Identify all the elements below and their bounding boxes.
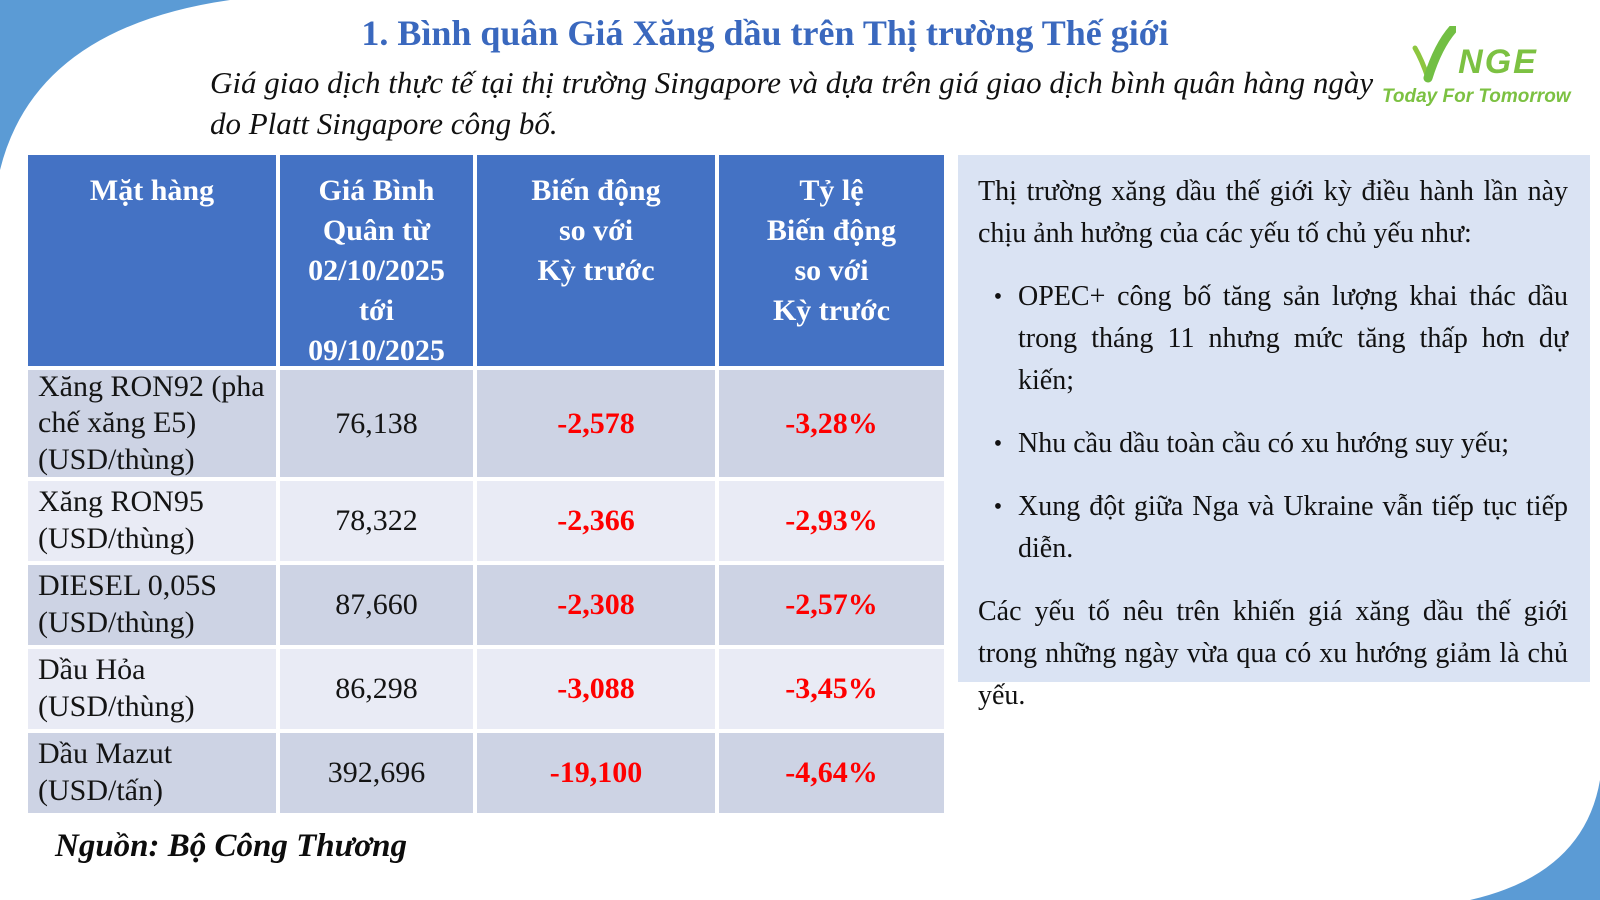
table-cell-change-pct: -2,93%: [719, 481, 944, 561]
page-title: 1. Bình quân Giá Xăng dầu trên Thị trườn…: [361, 13, 1169, 53]
bullet-dot-icon: •: [993, 284, 1003, 310]
logo-tagline: Today For Tomorrow: [1382, 86, 1571, 107]
table-header-change: Biến động so với Kỳ trước: [477, 155, 715, 366]
table-cell-product: DIESEL 0,05S (USD/thùng): [28, 565, 276, 645]
table-cell-change-pct: -2,57%: [719, 565, 944, 645]
source-attribution: Nguồn: Bộ Công Thương: [55, 828, 407, 864]
table-cell-product: Dầu Mazut (USD/tấn): [28, 733, 276, 813]
table-cell-change: -2,366: [477, 481, 715, 561]
panel-bullet-item: • Xung đột giữa Nga và Ukraine vẫn tiếp …: [978, 486, 1568, 570]
table-cell-change: -19,100: [477, 733, 715, 813]
table-cell-change-pct: -3,45%: [719, 649, 944, 729]
table-header-product: Mặt hàng: [28, 155, 276, 366]
panel-conclusion-text: Các yếu tố nêu trên khiến giá xăng dầu t…: [978, 596, 1568, 711]
logo-text: NGE: [1458, 43, 1538, 81]
table-cell-change: -2,308: [477, 565, 715, 645]
table-cell-product: Xăng RON95 (USD/thùng): [28, 481, 276, 561]
table-cell-product: Dầu Hỏa (USD/thùng): [28, 649, 276, 729]
panel-intro-text: Thị trường xăng dầu thế giới kỳ điều hàn…: [978, 176, 1568, 249]
market-commentary-panel: Thị trường xăng dầu thế giới kỳ điều hàn…: [958, 155, 1590, 711]
table-cell-change: -2,578: [477, 370, 715, 477]
table-cell-average-price: 87,660: [280, 565, 473, 645]
table-cell-average-price: 86,298: [280, 649, 473, 729]
table-cell-change-pct: -4,64%: [719, 733, 944, 813]
table-cell-average-price: 392,696: [280, 733, 473, 813]
bullet-dot-icon: •: [993, 494, 1003, 520]
logo-checkmark-v-icon: [1412, 26, 1457, 83]
table-header-average-price: Giá Bình Quân từ 02/10/2025 tới 09/10/20…: [280, 155, 473, 367]
panel-bullet-text: OPEC+ công bố tăng sản lượng khai thác d…: [1018, 281, 1568, 396]
table-cell-average-price: 76,138: [280, 370, 473, 477]
page-subtitle: Giá giao dịch thực tế tại thị trường Sin…: [210, 65, 1374, 142]
table-cell-change: -3,088: [477, 649, 715, 729]
table-cell-change-pct: -3,28%: [719, 370, 944, 477]
panel-bullet-text: Nhu cầu dầu toàn cầu có xu hướng suy yếu…: [1018, 428, 1510, 459]
panel-bullet-item: • Nhu cầu dầu toàn cầu có xu hướng suy y…: [978, 423, 1568, 465]
corner-decoration-bottom-right: [1470, 780, 1600, 900]
table-cell-product: Xăng RON92 (pha chế xăng E5) (USD/thùng): [28, 370, 276, 477]
table-cell-average-price: 78,322: [280, 481, 473, 561]
bullet-dot-icon: •: [993, 431, 1003, 457]
panel-bullet-item: • OPEC+ công bố tăng sản lượng khai thác…: [978, 276, 1568, 402]
vnge-logo: NGE Today For Tomorrow: [1382, 26, 1571, 108]
table-header-change-percent: Tỷ lệ Biến động so với Kỳ trước: [719, 155, 944, 366]
panel-bullet-text: Xung đột giữa Nga và Ukraine vẫn tiếp tụ…: [1018, 491, 1568, 564]
fuel-price-table: Mặt hàng Giá Bình Quân từ 02/10/2025 tới…: [28, 155, 944, 813]
